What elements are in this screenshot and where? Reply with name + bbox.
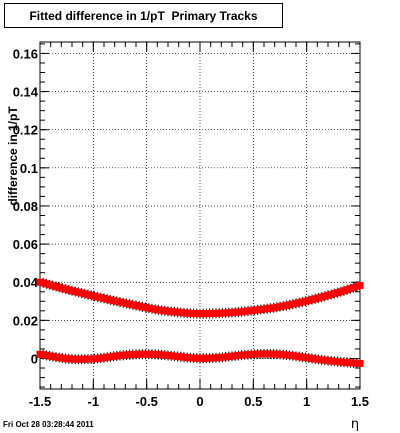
y-tick-label: 0.16 [13, 46, 38, 61]
x-tick-label: 0.5 [244, 394, 262, 409]
y-axis-label: difference in 1/pT [6, 106, 20, 206]
x-tick-label: -0.5 [135, 394, 157, 409]
y-tick-label: 0.02 [13, 313, 38, 328]
y-tick-label: 0.04 [13, 275, 39, 290]
data-marker [356, 359, 364, 367]
x-axis-label: η [351, 417, 359, 432]
x-tick-label: 0 [196, 394, 203, 409]
y-tick-label: 0.06 [13, 237, 38, 252]
x-tick-label: 1.5 [351, 394, 369, 409]
y-axis-ticks: 0 0.02 0.04 0.06 0.08 0.1 0.12 0.14 0.16 [13, 43, 360, 388]
x-tick-label: -1.5 [29, 394, 51, 409]
timestamp: Fri Oct 28 03:28:44 2011 [3, 420, 94, 429]
y-tick-label: 0.1 [20, 161, 38, 176]
y-tick-label: 0 [31, 351, 38, 366]
x-tick-label: 1 [303, 394, 310, 409]
y-tick-label: 0.12 [13, 123, 38, 138]
series-1 [36, 277, 364, 319]
series-2 [36, 348, 364, 369]
data-marker [356, 281, 364, 289]
chart-title: Fitted difference in 1/pT Primary Tracks [29, 9, 258, 23]
x-tick-label: -1 [88, 394, 100, 409]
y-tick-label: 0.08 [13, 199, 38, 214]
series-layer [36, 277, 364, 369]
title-box: Fitted difference in 1/pT Primary Tracks [4, 3, 283, 28]
x-axis-ticks: -1.5 -1 -0.5 0 0.5 1 1.5 [29, 42, 369, 409]
y-tick-label: 0.14 [13, 85, 39, 100]
